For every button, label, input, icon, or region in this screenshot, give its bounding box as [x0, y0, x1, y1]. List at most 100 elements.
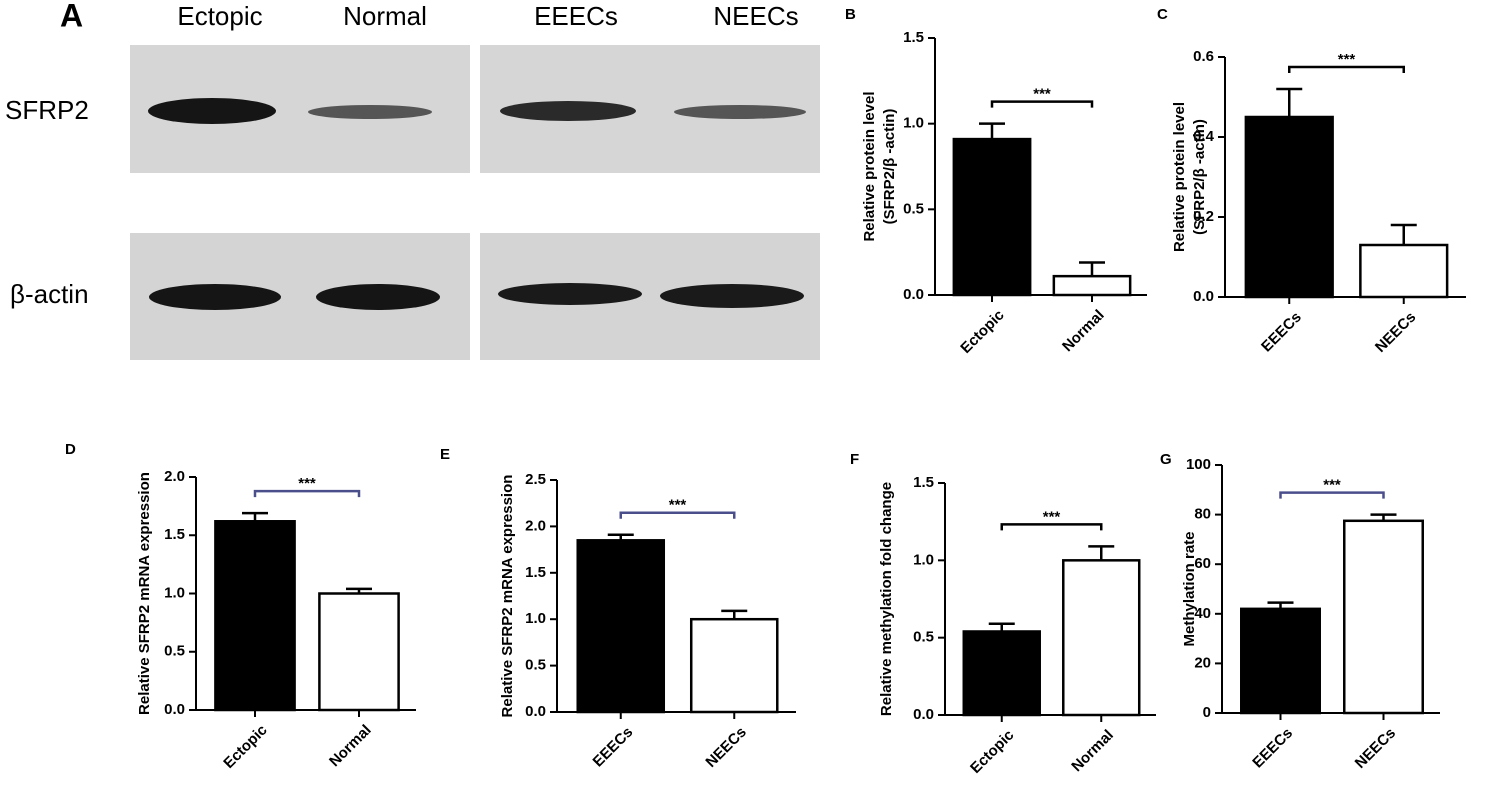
y-tick-label: 1.0 [913, 551, 934, 568]
lane-label: NEECs [713, 1, 798, 31]
y-tick-label: 60 [1194, 555, 1211, 572]
error-bar [979, 122, 1005, 140]
error-bar [607, 533, 634, 541]
y-tick-label: 0 [1203, 704, 1211, 721]
significance-bracket [1000, 523, 1103, 531]
x-tick-label: Normal [326, 722, 375, 771]
band [148, 98, 276, 124]
error-bar [1276, 87, 1303, 117]
significance-label: *** [298, 475, 316, 492]
x-tick-label: Ectopic [967, 727, 1017, 777]
y-tick-label: 0.5 [164, 643, 185, 660]
significance-label: *** [1338, 51, 1356, 68]
y-tick-label: 0.0 [164, 701, 185, 718]
error-bar [988, 622, 1015, 632]
y-axis-label: Relative SFRP2 mRNA expression [136, 472, 153, 715]
significance-label: *** [1033, 86, 1051, 103]
panel-letter: B [845, 6, 856, 23]
bar [1052, 274, 1132, 297]
y-tick-label: 0.5 [913, 629, 934, 646]
y-tick-label: 1.0 [164, 584, 185, 601]
y-tick-label: 0.4 [1193, 128, 1215, 145]
error-bar [1267, 601, 1294, 609]
chart: E Relative SFRP2 mRNA expression 0.0 0.5 1.0… [440, 446, 796, 771]
significance-bracket [990, 100, 1094, 108]
y-tick-label: 100 [1186, 456, 1211, 473]
y-tick-label: 2.5 [525, 471, 546, 488]
y-tick-label: 1.0 [903, 115, 924, 132]
panel-letter: C [1157, 6, 1168, 23]
x-tick-label: EEECs [1258, 309, 1305, 356]
significance-bracket [619, 511, 736, 519]
row-label: SFRP2 [5, 95, 89, 125]
significance-label: *** [1323, 477, 1341, 494]
x-tick-label: NEECs [1352, 725, 1399, 772]
y-tick-label: 0.0 [903, 286, 924, 303]
bar [1244, 115, 1334, 299]
y-tick-label: 0.0 [1193, 288, 1214, 305]
band [316, 284, 440, 310]
significance-bracket [1279, 491, 1385, 499]
error-bar [346, 587, 372, 594]
y-tick-label: 2.0 [164, 468, 185, 485]
band [498, 283, 642, 305]
panel-letter: G [1160, 451, 1172, 468]
y-axis-label: (SFRP2/β -actin) [1191, 119, 1208, 235]
bar [962, 630, 1041, 717]
x-tick-label: Ectopic [957, 307, 1007, 357]
panel-letter: E [440, 446, 450, 463]
y-tick-label: 1.5 [903, 29, 924, 46]
y-tick-label: 2.0 [525, 517, 546, 534]
bar [214, 520, 296, 712]
band [500, 101, 636, 121]
chart: F Relative methylation fold change 0.0 0.5 1… [850, 451, 1156, 777]
y-axis-label: Methylation rate [1181, 531, 1198, 646]
error-bar [1370, 513, 1397, 521]
y-tick-label: 1.0 [525, 610, 546, 627]
band [308, 105, 432, 119]
bar [1062, 559, 1141, 717]
x-tick-label: Normal [1059, 307, 1108, 356]
y-tick-label: 0.0 [913, 706, 934, 723]
bar [952, 137, 1032, 297]
blot-panel: A Ectopic Normal EEECs NEECs SFRP2 β-act… [5, 0, 820, 360]
bar [576, 539, 666, 714]
significance-label: *** [669, 497, 687, 514]
x-tick-label: NEECs [702, 724, 749, 771]
chart: D Relative SFRP2 mRNA expression 0.0 0.5 1.0… [65, 441, 416, 772]
y-axis-label: Relative SFRP2 mRNA expression [499, 475, 516, 718]
bar [689, 617, 779, 714]
y-tick-label: 1.5 [525, 564, 546, 581]
x-tick-label: Ectopic [220, 722, 270, 772]
y-tick-label: 1.5 [913, 474, 934, 491]
y-tick-label: 0.5 [903, 200, 924, 217]
error-bar [1390, 223, 1417, 245]
error-bar [1079, 261, 1105, 277]
x-tick-label: Normal [1068, 727, 1117, 776]
y-tick-label: 1.5 [164, 526, 185, 543]
y-tick-label: 20 [1194, 654, 1211, 671]
lane-label: EEECs [534, 1, 618, 31]
y-tick-label: 0.5 [525, 657, 546, 674]
row-label: β-actin [10, 279, 89, 309]
x-tick-label: EEECs [1249, 725, 1296, 772]
y-tick-label: 40 [1194, 605, 1211, 622]
x-tick-label: EEECs [590, 724, 637, 771]
bar [318, 592, 400, 712]
y-axis-label: Relative protein level [1171, 102, 1188, 252]
y-tick-label: 0.6 [1193, 48, 1214, 65]
error-bar [242, 511, 268, 522]
x-tick-label: NEECs [1372, 309, 1419, 356]
y-tick-label: 0.2 [1193, 208, 1214, 225]
y-axis-label: (SFRP2/β -actin) [881, 109, 898, 225]
panel-letter: A [60, 0, 83, 33]
band [674, 105, 806, 119]
chart: B Relative protein level (SFRP2/β -actin) 0… [845, 6, 1147, 357]
y-axis-label: Relative methylation fold change [878, 482, 895, 716]
significance-bracket [1288, 65, 1405, 73]
error-bar [721, 609, 748, 620]
panel-letter: D [65, 441, 76, 458]
